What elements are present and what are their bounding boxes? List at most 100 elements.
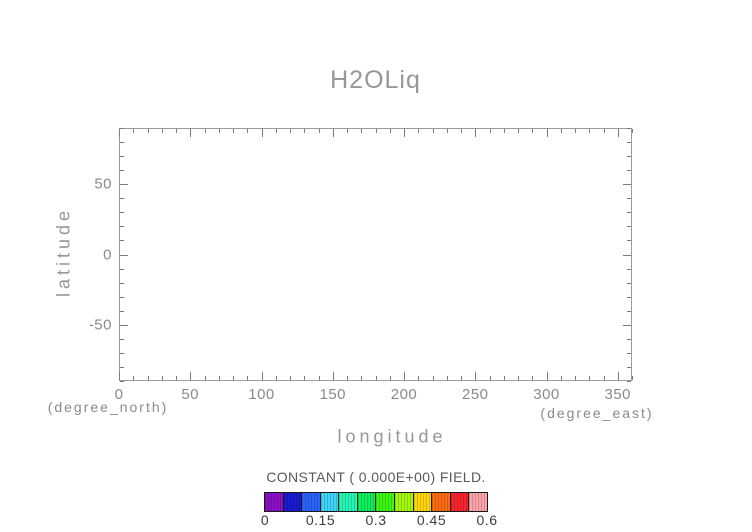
y-tick (627, 338, 631, 340)
x-tick (518, 376, 519, 380)
x-tick (418, 376, 420, 380)
y-tick (627, 381, 631, 382)
x-tick-label: 0 (114, 386, 124, 403)
y-tick (627, 282, 631, 284)
x-tick (475, 129, 477, 137)
x-tick (575, 129, 576, 133)
x-tick (133, 129, 135, 133)
y-tick (623, 254, 631, 256)
colorbar-tick-label: 0.6 (476, 512, 498, 528)
y-tick (627, 226, 631, 228)
y-tick (627, 198, 631, 200)
y-tick (120, 156, 124, 158)
x-tick (632, 376, 633, 380)
x-axis-units-label: (degree_east) (540, 405, 654, 421)
y-tick-label: 50 (94, 175, 112, 193)
colorbar-segment (449, 493, 469, 511)
colorbar-segment (394, 493, 413, 511)
x-tick (461, 129, 462, 133)
x-tick (389, 129, 391, 133)
x-tick (290, 376, 291, 380)
x-tick (603, 129, 605, 133)
y-tick (120, 240, 124, 242)
x-tick (560, 129, 562, 133)
x-tick (389, 376, 391, 380)
colorbar (264, 492, 488, 512)
y-tick-label: -50 (88, 316, 112, 334)
y-axis-units-label: (degree_north) (47, 399, 169, 415)
x-tick (446, 376, 448, 380)
y-tick (627, 366, 631, 368)
x-tick (404, 129, 405, 137)
y-tick (627, 296, 631, 298)
y-tick (627, 310, 631, 312)
x-axis-title: longitude (337, 426, 447, 447)
colorbar-segment (319, 493, 339, 511)
x-tick (589, 129, 591, 133)
x-tick (318, 376, 320, 380)
x-tick (204, 129, 206, 133)
colorbar-tick-label: 0 (260, 512, 270, 528)
y-tick (120, 226, 124, 228)
colorbar-segment (301, 493, 320, 511)
x-tick (632, 129, 633, 133)
x-tick (318, 129, 320, 133)
x-tick (233, 129, 234, 133)
x-tick-label: 200 (390, 386, 418, 403)
x-tick (347, 129, 348, 133)
y-tick (120, 198, 124, 200)
x-tick (218, 129, 220, 133)
x-tick (361, 129, 363, 133)
x-tick (119, 129, 120, 137)
colorbar-segment (265, 493, 283, 511)
x-tick (375, 376, 377, 380)
x-tick-label: 350 (604, 386, 632, 403)
y-tick (120, 324, 128, 326)
x-tick (489, 376, 491, 380)
y-tick (120, 254, 128, 256)
x-tick (532, 129, 534, 133)
x-tick (503, 376, 505, 380)
x-tick (475, 372, 477, 380)
y-tick (120, 142, 124, 144)
x-tick (617, 372, 619, 380)
x-tick (489, 129, 491, 133)
x-tick (375, 129, 377, 133)
x-tick-label: 150 (319, 386, 347, 403)
x-tick (546, 372, 548, 380)
x-tick (218, 376, 220, 380)
y-tick (120, 128, 124, 129)
chart-title: H2OLiq (330, 66, 421, 94)
y-tick (120, 282, 124, 284)
x-tick (560, 376, 562, 380)
x-tick (176, 376, 177, 380)
x-tick (461, 376, 462, 380)
y-tick (623, 184, 631, 186)
plot-area-frame (119, 128, 632, 381)
x-tick (332, 129, 334, 137)
x-tick (233, 376, 234, 380)
x-tick (532, 376, 534, 380)
x-tick (332, 372, 334, 380)
x-tick (304, 376, 306, 380)
y-tick (120, 338, 124, 340)
x-tick (503, 129, 505, 133)
x-tick-label: 50 (181, 386, 200, 403)
colorbar-segment (468, 493, 487, 511)
x-tick (304, 129, 306, 133)
y-tick (120, 268, 124, 270)
y-axis-title: latitude (53, 206, 74, 298)
y-tick (120, 366, 124, 368)
x-tick (404, 372, 405, 380)
x-tick-label: 100 (248, 386, 275, 403)
x-tick (546, 129, 548, 137)
y-tick (120, 310, 124, 312)
x-tick (361, 376, 363, 380)
y-tick (627, 170, 631, 172)
colorbar-segment (282, 493, 302, 511)
constant-field-note: CONSTANT ( 0.000E+00) FIELD. (266, 469, 486, 485)
x-tick (133, 376, 135, 380)
y-tick (627, 240, 631, 242)
y-tick (627, 142, 631, 144)
y-tick (120, 296, 124, 298)
